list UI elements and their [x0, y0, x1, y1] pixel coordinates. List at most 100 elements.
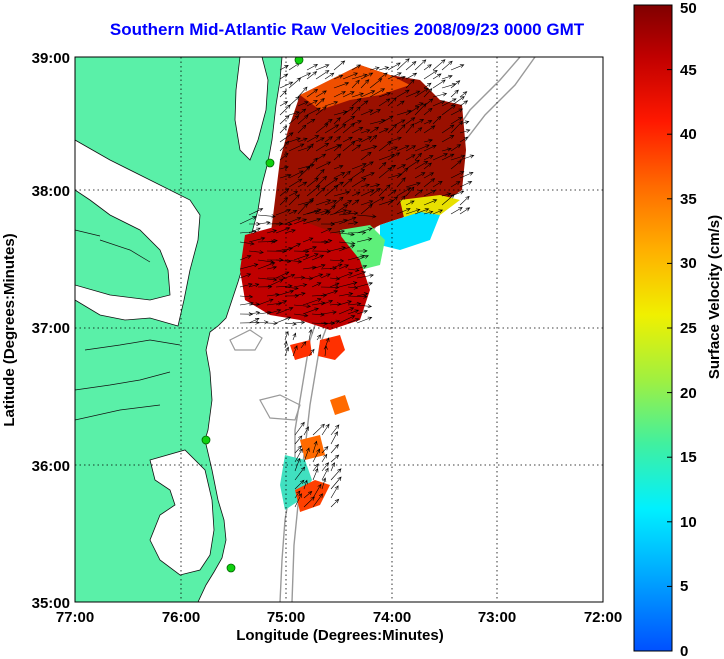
velocity-arrow: [432, 180, 443, 188]
delaware-bay: [234, 57, 269, 161]
velocity-arrow: [294, 421, 305, 436]
chesapeake-bay: [75, 139, 201, 327]
velocity-arrow: [329, 209, 348, 216]
velocity-arrow: [414, 127, 423, 134]
velocity-arrow: [360, 129, 371, 134]
velocity-arrow: [356, 316, 373, 324]
velocity-arrow: [279, 152, 289, 161]
velocity-arrow: [342, 178, 353, 188]
velocity-arrow: [405, 72, 418, 80]
velocity-arrow: [284, 273, 296, 279]
velocity-arrow: [311, 273, 324, 279]
velocity-arrow: [315, 209, 329, 215]
velocity-arrow: [405, 79, 415, 89]
velocity-arrow: [347, 268, 360, 272]
colorbar-tick-label: 25: [680, 320, 697, 337]
velocity-arrow: [312, 463, 319, 472]
velocity-arrow: [414, 152, 422, 161]
velocity-arrow: [459, 136, 469, 143]
velocity-arrow: [356, 281, 374, 288]
velocity-arrow: [312, 440, 318, 454]
velocity-arrow: [342, 136, 353, 143]
velocity-arrow: [378, 153, 396, 161]
colorbar-tick-label: 10: [680, 514, 697, 531]
velocity-arrow: [302, 298, 322, 306]
velocity-arrow: [369, 88, 386, 98]
velocity-arrow: [351, 106, 361, 116]
velocity-arrow: [378, 98, 391, 107]
velocity-arrow: [306, 197, 314, 206]
velocity-arrow: [338, 281, 358, 288]
velocity-arrow: [360, 161, 374, 170]
velocity-arrow: [360, 204, 373, 215]
velocity-arrow: [387, 196, 399, 206]
velocity-arrow: [320, 310, 337, 315]
pamlico-sound: [149, 449, 215, 576]
velocity-arrow: [378, 167, 393, 179]
velocity-arrow: [239, 312, 254, 317]
velocity-arrow: [338, 211, 359, 216]
velocity-arrow: [266, 321, 278, 326]
velocity-arrow: [279, 65, 289, 71]
velocity-arrow: [405, 123, 415, 134]
velocity-arrow: [320, 299, 334, 306]
velocity-arrow: [329, 246, 346, 252]
x-axis: 77:00 76:00 75:00 74:00 73:00 72:00 Long…: [56, 609, 622, 644]
velocity-arrow: [293, 292, 306, 297]
velocity-arrow: [297, 203, 308, 215]
velocity-arrow: [288, 178, 303, 188]
velocity-arrow: [324, 119, 333, 125]
velocity-arrow: [308, 348, 315, 357]
velocity-arrow: [441, 74, 453, 80]
velocity-arrow: [450, 108, 464, 116]
velocity-arrow: [378, 184, 391, 197]
velocity-arrow: [414, 172, 426, 179]
velocity-arrow: [347, 271, 367, 279]
velocity-arrow: [297, 86, 308, 98]
velocity-arrow: [342, 170, 351, 179]
velocity-arrow: [369, 66, 380, 71]
velocity-arrow: [333, 74, 344, 80]
velocity-arrow: [441, 194, 455, 206]
velocity-arrow: [294, 493, 302, 508]
velocity-arrow: [351, 127, 364, 134]
velocity-arrow: [315, 123, 329, 134]
velocity-arrow: [414, 161, 429, 170]
velocity-arrow: [360, 72, 374, 80]
velocity-arrow: [315, 97, 325, 107]
velocity-arrow: [312, 483, 322, 499]
colorbar-tickmarks: [667, 4, 672, 652]
velocity-arrow: [257, 298, 274, 306]
velocity-arrow: [279, 115, 290, 125]
velocity-arrow: [303, 479, 308, 490]
velocity-arrow: [333, 153, 342, 161]
velocity-arrow: [351, 73, 368, 80]
velocity-arrow: [306, 135, 320, 143]
velocity-arrow: [396, 177, 406, 188]
velocity-arrow: [405, 117, 416, 125]
velocity-arrow: [315, 175, 327, 188]
velocity-arrow: [292, 332, 297, 341]
velocity-arrow: [320, 239, 333, 243]
velocity-arrow: [297, 101, 309, 107]
velocity-arrow: [396, 100, 405, 107]
velocity-arrow: [300, 341, 307, 349]
velocity-arrow: [275, 222, 293, 227]
velocity-arrow: [351, 64, 361, 71]
velocity-arrow: [239, 301, 254, 306]
velocity-arrow: [306, 100, 318, 107]
velocity-arrow: [441, 104, 456, 116]
velocity-arrow: [423, 64, 432, 71]
velocity-arrow: [423, 138, 433, 143]
velocity-arrow: [279, 140, 290, 152]
velocity-arrow: [423, 107, 433, 116]
velocity-arrow: [450, 181, 461, 188]
velocity-arrow: [294, 445, 302, 454]
velocity-arrow: [329, 276, 341, 281]
velocity-arrow: [303, 490, 313, 499]
velocity-arrow: [324, 124, 340, 134]
colorbar-tick-label: 40: [680, 126, 697, 143]
velocity-arrow: [405, 154, 416, 161]
velocity-arrow: [369, 183, 381, 188]
velocity-arrow: [284, 243, 302, 252]
